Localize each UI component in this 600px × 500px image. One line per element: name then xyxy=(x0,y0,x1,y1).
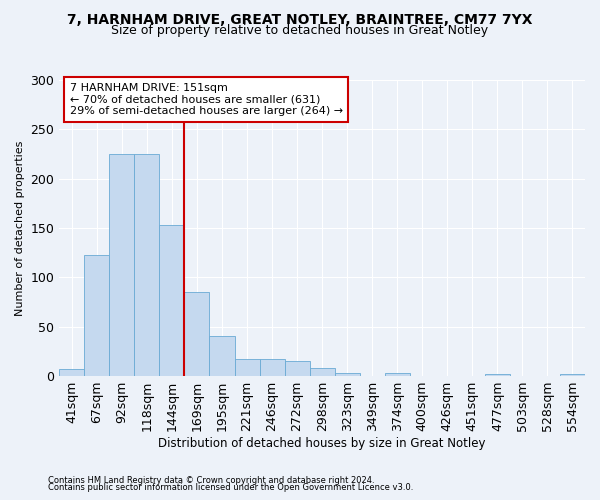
Bar xyxy=(160,225,184,376)
X-axis label: Distribution of detached houses by size in Great Notley: Distribution of detached houses by size … xyxy=(158,437,486,450)
Bar xyxy=(85,254,109,376)
Text: 7 HARNHAM DRIVE: 151sqm
← 70% of detached houses are smaller (631)
29% of semi-d: 7 HARNHAM DRIVE: 151sqm ← 70% of detache… xyxy=(70,83,343,116)
Bar xyxy=(335,373,359,376)
Bar xyxy=(184,292,209,376)
Bar xyxy=(235,360,260,376)
Bar xyxy=(284,362,310,376)
Bar xyxy=(485,374,510,376)
Bar xyxy=(209,336,235,376)
Text: Contains public sector information licensed under the Open Government Licence v3: Contains public sector information licen… xyxy=(48,484,413,492)
Text: Contains HM Land Registry data © Crown copyright and database right 2024.: Contains HM Land Registry data © Crown c… xyxy=(48,476,374,485)
Bar xyxy=(385,373,410,376)
Bar xyxy=(560,374,585,376)
Y-axis label: Number of detached properties: Number of detached properties xyxy=(15,140,25,316)
Bar xyxy=(134,154,160,376)
Text: Size of property relative to detached houses in Great Notley: Size of property relative to detached ho… xyxy=(112,24,488,37)
Bar xyxy=(59,369,85,376)
Bar xyxy=(260,360,284,376)
Bar xyxy=(109,154,134,376)
Text: 7, HARNHAM DRIVE, GREAT NOTLEY, BRAINTREE, CM77 7YX: 7, HARNHAM DRIVE, GREAT NOTLEY, BRAINTRE… xyxy=(67,12,533,26)
Bar xyxy=(310,368,335,376)
